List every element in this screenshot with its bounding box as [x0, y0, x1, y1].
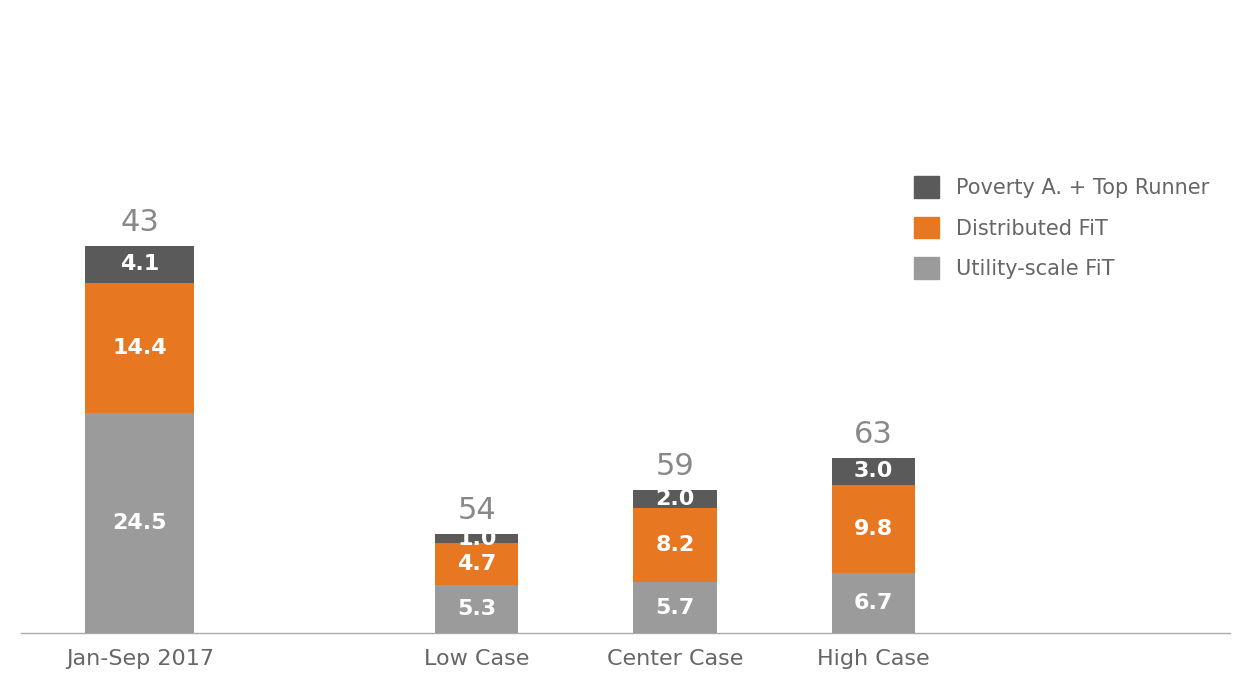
Text: 4.1: 4.1 [120, 255, 159, 275]
Bar [85, 413, 194, 633]
Bar [633, 582, 717, 633]
Text: 9.8: 9.8 [853, 519, 893, 539]
Text: 24.5: 24.5 [113, 513, 168, 533]
Bar [85, 283, 194, 413]
Text: 8.2: 8.2 [656, 535, 694, 555]
Bar [435, 586, 518, 633]
Text: 6.7: 6.7 [853, 593, 893, 613]
Text: 3.0: 3.0 [853, 461, 893, 481]
Text: 14.4: 14.4 [113, 337, 168, 357]
Bar [633, 490, 717, 508]
Legend: Poverty A. + Top Runner, Distributed FiT, Utility-scale FiT: Poverty A. + Top Runner, Distributed FiT… [904, 166, 1220, 289]
Bar [832, 573, 914, 633]
Text: 43: 43 [120, 208, 159, 237]
Bar [832, 484, 914, 573]
Bar [832, 457, 914, 484]
Text: 5.3: 5.3 [458, 600, 497, 620]
Text: 63: 63 [854, 420, 893, 448]
Bar [435, 543, 518, 586]
Text: 5.7: 5.7 [656, 598, 694, 618]
Text: 1.0: 1.0 [457, 529, 497, 549]
Text: 2.0: 2.0 [656, 489, 694, 509]
Bar [633, 508, 717, 582]
Bar [85, 246, 194, 283]
Bar [435, 534, 518, 543]
Text: 54: 54 [458, 496, 497, 525]
Text: 4.7: 4.7 [457, 554, 497, 574]
Text: 59: 59 [656, 452, 694, 481]
